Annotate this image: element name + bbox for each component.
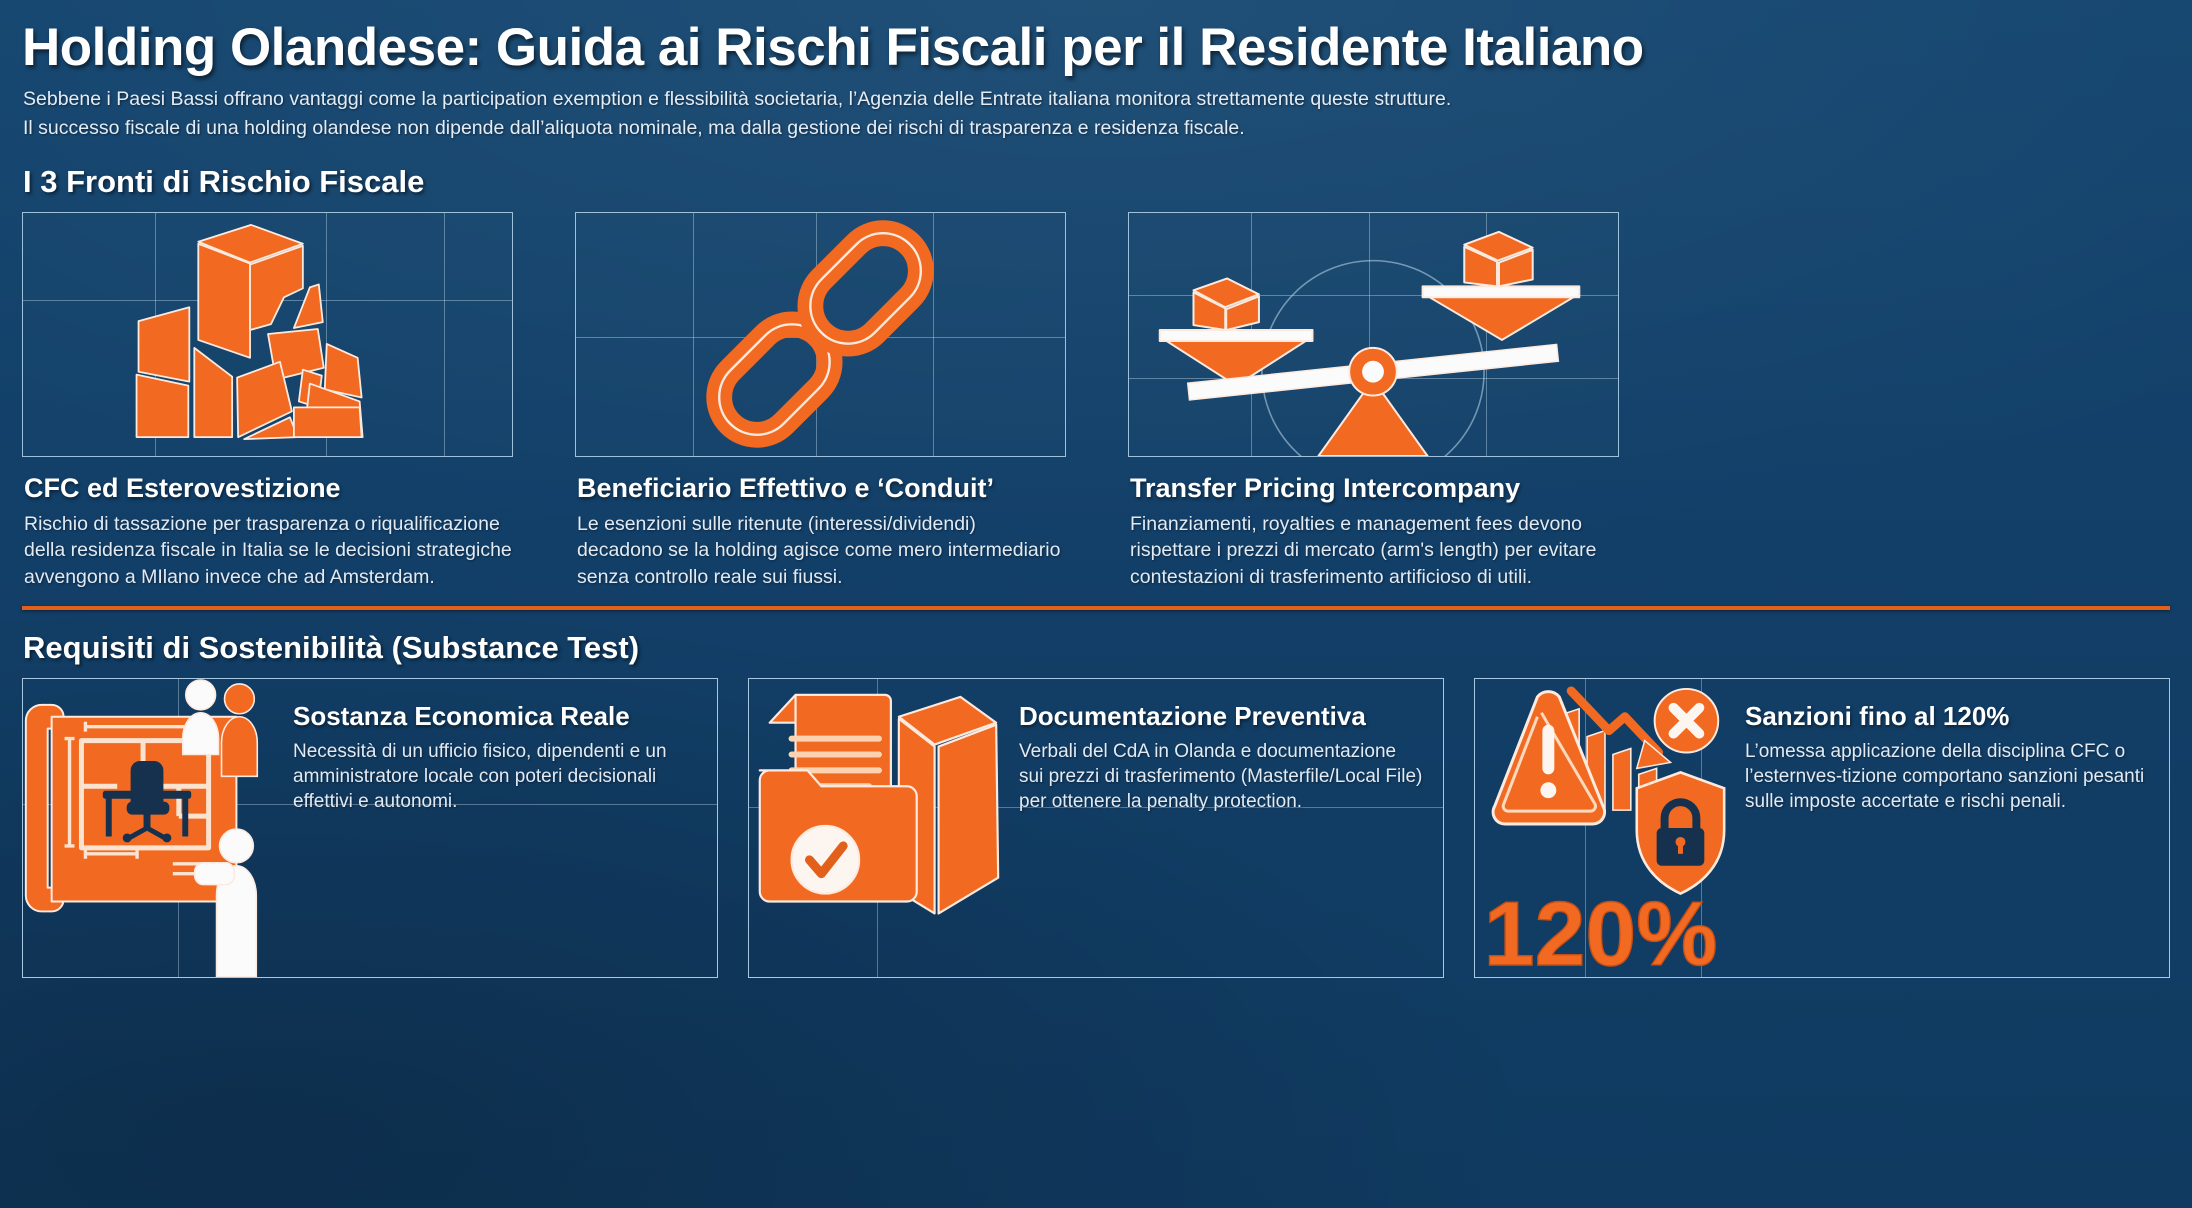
substance-card-sostanza: Sostanza Economica Reale Necessità di un… [22,678,718,979]
risk-card-body: Finanziamenti, royalties e management fe… [1130,512,1597,588]
chain-link-icon [575,211,1066,457]
substance-card-documentazione: Documentazione Preventiva Verbali del Cd… [748,678,1444,979]
section-divider [22,606,2170,611]
blueprint-office-icon [23,679,275,978]
substance-card-body: Verbali del CdA in Olanda e documentazio… [1019,741,1423,813]
risk-card-beneficiario: Beneficiario Effettivo e ‘Conduit’ Le es… [575,211,1066,591]
grid-hairline [23,804,717,806]
substance-section-heading: Requisiti di Sostenibilità (Substance Te… [23,630,640,666]
page-title: Holding Olandese: Guida ai Rischi Fiscal… [22,18,1644,77]
risk-card-title: CFC ed Esterovestizione [24,472,341,503]
substance-card-body: L’omessa applicazione della disciplina C… [1745,741,2145,813]
grid-hairline [749,807,1443,809]
substance-card-text: Sanzioni fino al 120% L’omessa applicazi… [1727,679,2169,977]
substance-card-title: Sostanza Economica Reale [293,701,630,732]
substance-card-title: Sanzioni fino al 120% [1745,701,2010,732]
risk-card-title: Transfer Pricing Intercompany [1130,472,1521,503]
substance-card-text: Documentazione Preventiva Verbali del Cd… [1001,679,1443,977]
substance-card-row: Sostanza Economica Reale Necessità di un… [22,678,2170,979]
penalty-badge-value: 120% [1484,883,1718,977]
risk-card-body: Rischio di tassazione per trasparenza o … [24,512,512,588]
risk-card-transfer-pricing: Transfer Pricing Intercompany Finanziame… [1128,211,1619,591]
subtitle-line-1: Sebbene i Paesi Bassi offrano vantaggi c… [23,88,1452,111]
page-subtitle: Sebbene i Paesi Bassi offrano vantaggi c… [18,85,2174,144]
risk-card-cfc: CFC ed Esterovestizione Rischio di tassa… [22,211,513,591]
substance-card-text: Sostanza Economica Reale Necessità di un… [275,679,717,977]
risk-card-title: Beneficiario Effettivo e ‘Conduit’ [577,472,995,503]
substance-card-body: Necessità di un ufficio fisico, dipenden… [293,741,667,813]
risks-section-heading: I 3 Fronti di Rischio Fiscale [23,163,425,199]
substance-card-title: Documentazione Preventiva [1019,701,1366,732]
document-folder-check-icon [749,679,1001,977]
substance-card-sanzioni: 120% Sanzioni fino al 120% L’omessa appl… [1474,678,2170,979]
warning-penalty-icon: 120% [1475,679,1727,977]
risk-card-body: Le esenzioni sulle ritenute (interessi/d… [577,512,1061,588]
cracked-building-icon [22,211,513,457]
subtitle-line-2: Il successo fiscale di una holding oland… [23,117,1245,140]
balance-scale-icon [1128,211,1619,457]
risks-card-row: CFC ed Esterovestizione Rischio di tassa… [22,211,2170,591]
grid-hairline [1585,679,1586,978]
